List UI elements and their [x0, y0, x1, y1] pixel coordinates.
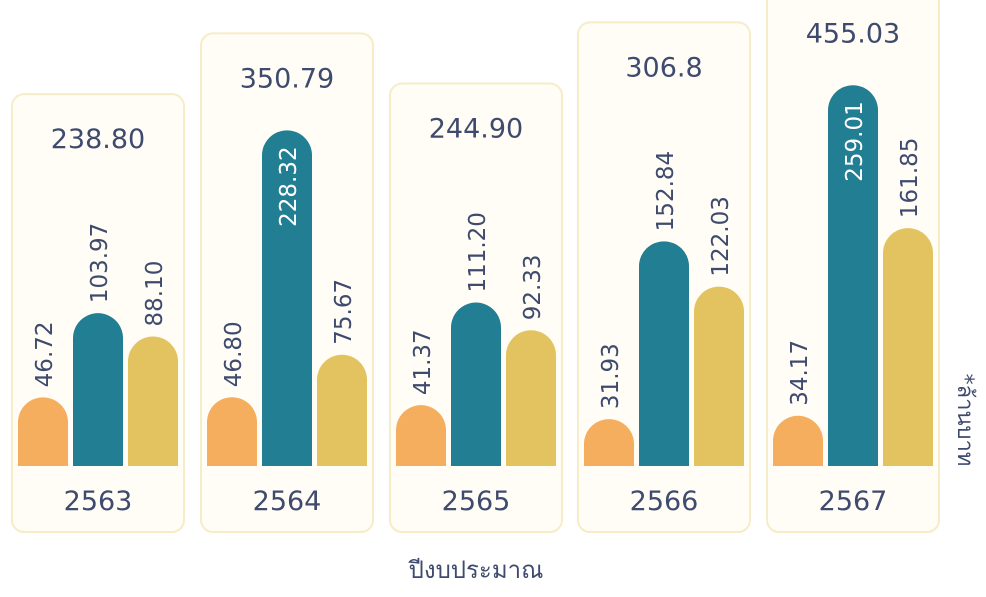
value-label: 259.01 — [842, 101, 868, 181]
bar — [584, 419, 634, 466]
bars: 46.72 103.97 88.10 238.80 2563 46.80 228.32 75.… — [18, 18, 933, 517]
value-label: 75.67 — [331, 279, 357, 345]
value-label: 31.93 — [598, 343, 624, 409]
value-label: 152.84 — [653, 151, 679, 231]
total-label: 238.80 — [51, 124, 145, 155]
bar — [694, 286, 744, 466]
value-label: 92.33 — [520, 254, 546, 320]
value-label: 111.20 — [465, 212, 491, 292]
bar — [396, 405, 446, 466]
y-axis-label: *ล้านบาท — [952, 374, 977, 467]
bar — [883, 228, 933, 466]
bar — [207, 397, 257, 466]
value-label: 46.72 — [32, 321, 58, 387]
bar — [128, 336, 178, 466]
x-tick-label: 2565 — [442, 486, 511, 517]
x-tick-label: 2564 — [253, 486, 322, 517]
total-label: 244.90 — [429, 114, 523, 145]
x-axis-label: ปีงบประมาณ — [408, 556, 544, 584]
value-label: 46.80 — [221, 321, 247, 387]
total-label: 306.8 — [625, 52, 702, 83]
bar — [451, 302, 501, 466]
bar — [639, 241, 689, 466]
x-tick-label: 2566 — [630, 486, 699, 517]
bar — [317, 354, 367, 466]
bar — [773, 415, 823, 466]
x-tick-label: 2563 — [64, 486, 133, 517]
total-label: 455.03 — [806, 18, 900, 49]
value-label: 122.03 — [708, 196, 734, 276]
value-label: 103.97 — [87, 223, 113, 303]
value-label: 41.37 — [410, 329, 436, 395]
total-label: 350.79 — [240, 63, 334, 94]
x-tick-label: 2567 — [819, 486, 888, 517]
value-label: 228.32 — [276, 146, 302, 226]
value-label: 88.10 — [142, 261, 168, 327]
bar — [828, 85, 878, 466]
value-label: 161.85 — [897, 138, 923, 218]
bar — [506, 330, 556, 466]
bar — [262, 130, 312, 466]
bar — [73, 313, 123, 466]
value-label: 34.17 — [787, 340, 813, 406]
bar — [18, 397, 68, 466]
